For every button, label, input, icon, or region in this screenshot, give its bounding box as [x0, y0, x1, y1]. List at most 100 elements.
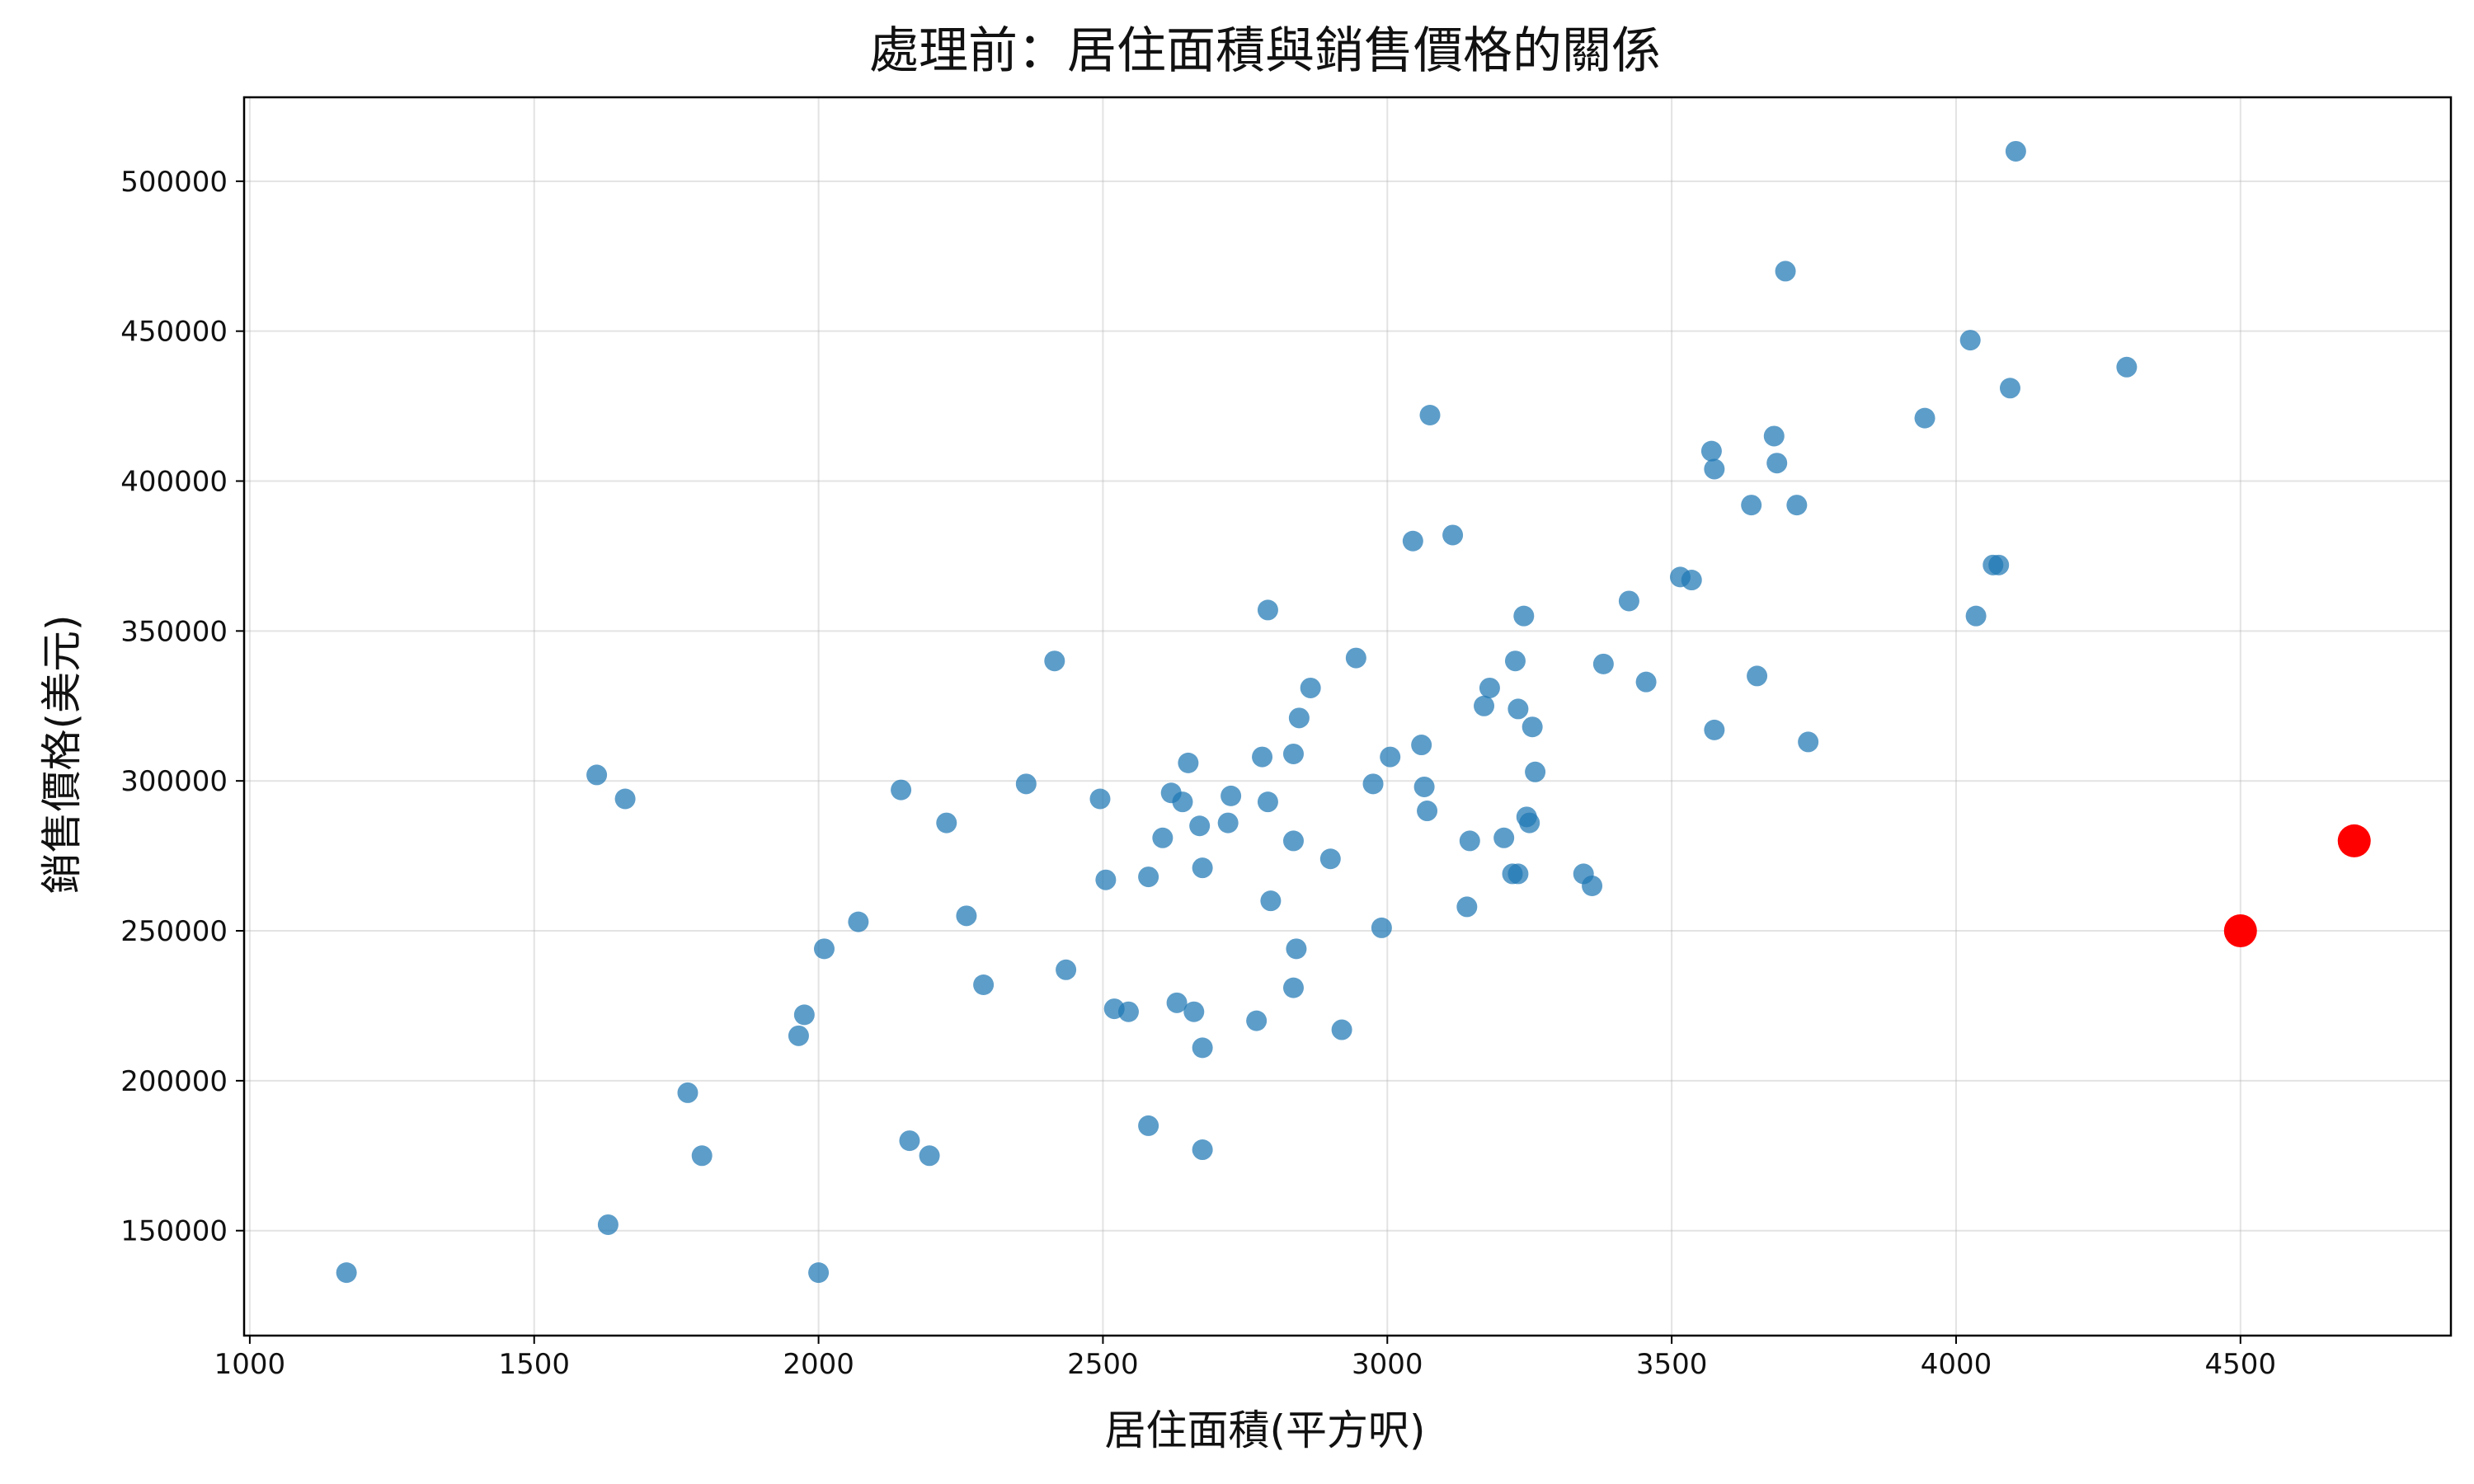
data-point [1766, 453, 1788, 474]
data-point [1582, 875, 1603, 896]
data-point [1513, 605, 1535, 627]
x-tick-label: 3000 [1352, 1348, 1423, 1381]
data-point [1965, 605, 1987, 627]
chart-title: 處理前：居住面積與銷售價格的關係 [869, 22, 1661, 80]
data-point [956, 905, 977, 927]
data-point [1152, 827, 1174, 848]
data-point [1282, 743, 1304, 764]
y-axis-label: 銷售價格(美元) [38, 614, 86, 894]
data-point [788, 1025, 809, 1046]
data-point [1474, 695, 1495, 716]
outlier-point [2223, 914, 2257, 948]
data-point [1959, 330, 1981, 351]
data-point [1260, 890, 1282, 912]
data-point [1704, 458, 1725, 480]
data-point [1246, 1010, 1268, 1031]
data-point [1189, 815, 1211, 837]
data-point [1402, 530, 1423, 552]
data-point [899, 1130, 920, 1152]
data-point [336, 1262, 357, 1284]
x-tick-label: 1000 [214, 1348, 286, 1381]
data-point [1192, 1139, 1213, 1161]
y-tick-label: 350000 [120, 615, 228, 648]
data-point [1117, 1001, 1139, 1022]
x-tick-label: 4500 [2205, 1348, 2277, 1381]
data-point [691, 1145, 713, 1167]
data-point [1138, 866, 1159, 888]
data-point [1138, 1115, 1159, 1136]
data-point [1288, 707, 1310, 729]
x-tick-label: 2500 [1067, 1348, 1139, 1381]
y-tick-label: 500000 [120, 166, 228, 199]
data-point [1192, 1037, 1213, 1059]
data-point [1988, 554, 2010, 575]
data-point [1479, 677, 1500, 698]
data-point [793, 1004, 815, 1026]
data-point [1417, 801, 1438, 822]
data-point [1095, 869, 1117, 890]
data-point [1459, 830, 1480, 852]
data-point [1252, 746, 1273, 768]
data-point [1257, 791, 1278, 813]
data-point [1618, 590, 1639, 612]
y-tick-label: 400000 [120, 466, 228, 499]
data-point [1044, 650, 1065, 672]
data-point [1592, 653, 1614, 674]
data-point [1192, 857, 1213, 879]
data-point [586, 764, 608, 786]
data-point [1056, 959, 1077, 980]
data-point [1413, 776, 1435, 797]
data-point [1217, 812, 1239, 834]
data-point [1507, 698, 1529, 720]
data-point [614, 788, 636, 810]
data-point [1493, 827, 1515, 848]
data-point [1704, 719, 1725, 740]
data-points [336, 140, 2371, 1284]
data-point [1300, 677, 1321, 698]
y-tick-label: 300000 [120, 765, 228, 798]
data-point [597, 1214, 618, 1235]
data-point [973, 974, 995, 995]
y-tick-label: 200000 [120, 1065, 228, 1098]
x-tick-label: 4000 [1921, 1348, 1992, 1381]
data-point [1522, 716, 1543, 738]
x-tick-label: 2000 [783, 1348, 854, 1381]
data-point [1257, 599, 1278, 621]
data-point [1442, 524, 1464, 546]
data-point [1319, 848, 1341, 870]
data-point [1178, 752, 1199, 773]
y-tick-label: 250000 [120, 915, 228, 948]
data-point [1504, 650, 1526, 672]
data-point [1507, 863, 1529, 885]
data-point [1786, 495, 1808, 516]
data-point [2116, 356, 2138, 378]
data-point [891, 779, 912, 801]
data-point [936, 812, 957, 834]
data-point [1331, 1019, 1352, 1040]
x-tick-label: 3500 [1636, 1348, 1708, 1381]
data-point [1419, 405, 1441, 426]
data-point [1700, 440, 1722, 462]
data-point [1345, 647, 1366, 669]
y-tick-label: 150000 [120, 1215, 228, 1248]
grid-lines [244, 97, 2451, 1336]
data-point [1371, 917, 1392, 938]
data-point [919, 1145, 940, 1167]
data-point [1286, 938, 1307, 960]
data-point [2005, 140, 2026, 162]
data-point [1362, 773, 1384, 795]
x-axis-label: 居住面積(平方呎) [1104, 1407, 1425, 1454]
data-point [1411, 735, 1432, 756]
data-point [1775, 261, 1796, 282]
data-point [1456, 896, 1478, 918]
data-point [1635, 671, 1657, 693]
data-point [1282, 977, 1304, 998]
data-point [813, 938, 835, 960]
data-point [1798, 731, 1819, 753]
data-point [677, 1082, 698, 1103]
data-point [1166, 992, 1188, 1013]
data-point [1519, 812, 1540, 834]
data-point [1015, 773, 1037, 795]
